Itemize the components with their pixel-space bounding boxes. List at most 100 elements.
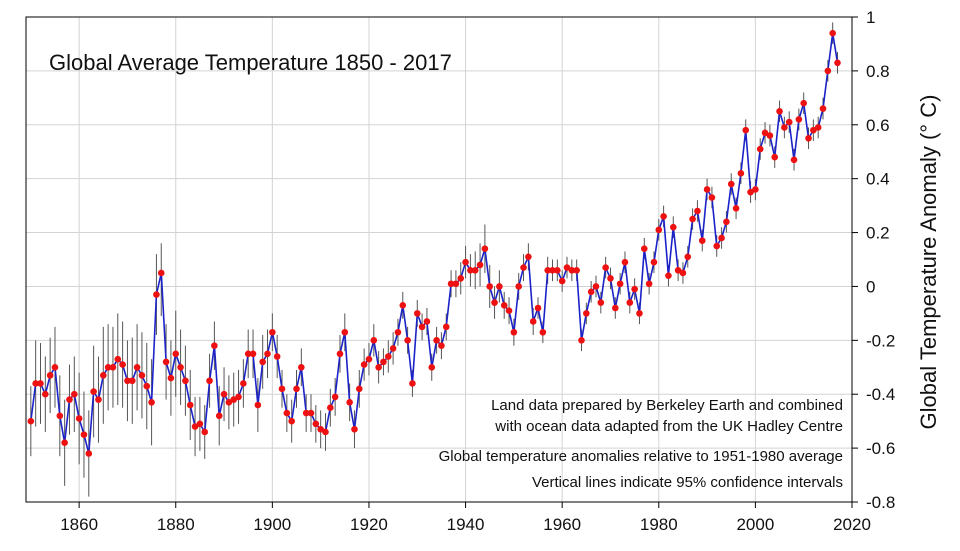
data-point — [471, 266, 479, 274]
data-point — [476, 261, 484, 269]
data-point — [781, 124, 788, 131]
x-tick-label: 1900 — [253, 515, 291, 534]
data-point — [626, 299, 634, 306]
data-point — [394, 328, 402, 336]
chart-title: Global Average Temperature 1850 - 2017 — [49, 50, 452, 75]
x-tick-label: 1860 — [60, 515, 98, 534]
data-point — [114, 355, 122, 363]
annotation-line-1: Land data prepared by Berkeley Earth and… — [491, 397, 843, 414]
y-tick-label: -0.4 — [866, 385, 895, 404]
data-point — [573, 266, 580, 274]
data-point — [819, 105, 827, 112]
data-point — [810, 126, 817, 134]
data-point — [689, 215, 696, 223]
data-point — [90, 388, 97, 395]
data-point — [568, 266, 576, 274]
data-point — [554, 266, 561, 274]
data-point — [640, 245, 648, 253]
x-tick-label: 1960 — [543, 515, 581, 534]
data-point — [418, 323, 426, 331]
y-tick-label: -0.8 — [866, 493, 895, 512]
data-point — [496, 283, 503, 290]
data-point — [46, 372, 54, 379]
data-point — [814, 124, 822, 131]
data-point — [283, 409, 291, 417]
data-point — [457, 275, 465, 282]
data-point — [607, 275, 614, 282]
data-point — [549, 266, 556, 274]
data-point — [834, 59, 841, 67]
data-point — [539, 328, 547, 336]
plot-area-background — [26, 17, 852, 502]
data-point — [669, 223, 677, 231]
data-point — [191, 423, 199, 430]
data-point — [718, 234, 725, 242]
annotation-line-2: with ocean data adapted from the UK Hadl… — [494, 418, 843, 435]
data-point — [153, 291, 160, 298]
data-point — [124, 377, 131, 385]
data-point — [452, 280, 460, 288]
data-point — [578, 337, 585, 344]
data-point — [776, 108, 783, 115]
data-point — [665, 272, 672, 279]
data-point — [351, 425, 358, 433]
x-tick-label: 1980 — [640, 515, 678, 534]
data-point — [27, 417, 35, 425]
data-point — [645, 280, 653, 288]
data-point — [360, 361, 368, 368]
y-tick-label: 0.8 — [866, 62, 890, 81]
y-tick-label: 0 — [866, 277, 875, 296]
plot-frame — [25, 16, 853, 503]
data-point — [544, 266, 551, 274]
y-tick-label: 0.2 — [866, 224, 890, 243]
x-tick-label: 1880 — [157, 515, 195, 534]
data-point — [727, 180, 735, 188]
data-point — [756, 145, 764, 153]
data-point — [240, 380, 247, 387]
data-point — [752, 186, 759, 193]
data-point — [365, 355, 373, 363]
data-point — [172, 350, 180, 358]
data-point — [500, 302, 508, 309]
data-point — [698, 237, 706, 244]
data-point — [215, 412, 223, 420]
data-point — [447, 280, 455, 288]
x-tick-label: 2020 — [833, 515, 871, 534]
data-point — [399, 302, 407, 309]
data-point — [583, 310, 590, 317]
data-point — [75, 415, 83, 422]
data-point — [534, 304, 542, 312]
data-point — [525, 253, 532, 261]
data-point — [235, 393, 242, 401]
data-point — [723, 218, 730, 226]
data-point — [423, 318, 431, 325]
data-point — [66, 396, 73, 403]
y-axis-label: Global Temperature Anomaly (° C) — [916, 95, 941, 430]
data-point — [85, 450, 93, 457]
data-point — [196, 420, 204, 428]
data-point — [143, 382, 151, 390]
data-point — [438, 342, 445, 350]
data-point — [206, 377, 213, 385]
data-point — [95, 396, 102, 403]
data-point — [302, 409, 310, 417]
data-point — [708, 194, 716, 201]
annotation-line-4: Vertical lines indicate 95% confidence i… — [532, 474, 843, 491]
data-point — [616, 280, 624, 288]
data-point — [785, 118, 793, 126]
temperature-line — [30, 32, 839, 455]
data-point — [491, 299, 498, 306]
data-point — [109, 363, 117, 371]
data-point — [37, 380, 44, 387]
data-point — [795, 116, 803, 123]
data-point — [413, 310, 421, 317]
data-point — [481, 245, 489, 253]
data-point — [737, 169, 745, 177]
data-point — [230, 396, 238, 403]
data-point — [592, 283, 600, 290]
data-point — [201, 428, 209, 436]
data-point — [467, 266, 474, 274]
x-tick-label: 1920 — [350, 515, 388, 534]
data-point — [148, 399, 155, 406]
data-point — [442, 323, 450, 331]
